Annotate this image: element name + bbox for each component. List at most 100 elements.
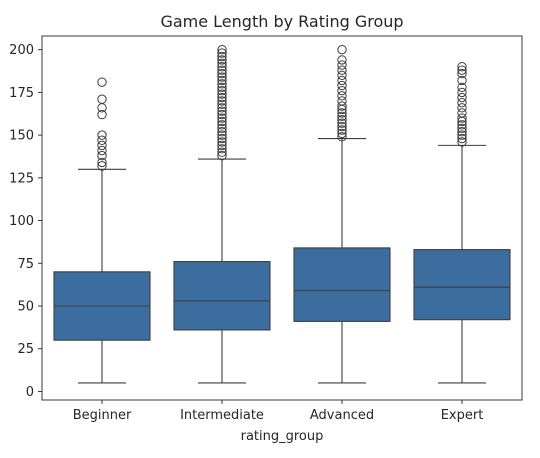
outlier-point	[457, 87, 467, 98]
plot-frame	[41, 35, 523, 401]
outlier-point	[217, 147, 227, 157]
outlier-point	[337, 101, 347, 111]
outlier-point	[337, 85, 347, 96]
outlier-point	[217, 123, 227, 133]
outlier-point	[217, 133, 227, 144]
outlier-point	[217, 150, 227, 161]
y-tick-label: 100	[9, 214, 34, 229]
outlier-point	[217, 48, 227, 58]
y-tick-label: 150	[9, 129, 34, 144]
outlier-point	[217, 62, 227, 72]
outlier-point	[217, 126, 227, 137]
outlier-point	[457, 103, 467, 113]
chart-title: Game Length by Rating Group	[160, 12, 403, 31]
box-iqr	[413, 249, 511, 321]
outlier-point	[217, 120, 227, 130]
x-tick-label-beginner: Beginner	[73, 408, 132, 423]
outlier-point	[337, 111, 347, 122]
outlier-point	[457, 130, 467, 140]
outlier-point	[337, 70, 347, 81]
outlier-point	[457, 65, 467, 75]
plot-area	[53, 44, 511, 384]
box-group-advanced	[293, 44, 391, 384]
outlier-point	[337, 44, 347, 55]
outlier-point	[97, 94, 107, 104]
outlier-point	[217, 58, 227, 69]
outlier-point	[97, 150, 107, 161]
outlier-point	[457, 113, 467, 123]
outlier-point	[217, 68, 227, 79]
outlier-point	[217, 113, 227, 123]
outlier-point	[337, 128, 347, 139]
outlier-point	[217, 72, 227, 82]
outlier-point	[457, 97, 467, 108]
box-iqr	[293, 247, 391, 322]
outlier-point	[217, 44, 227, 55]
outlier-point	[217, 55, 227, 65]
outlier-point	[457, 137, 467, 147]
outlier-point	[457, 62, 467, 72]
x-tick-label-expert: Expert	[441, 408, 484, 423]
outlier-point	[217, 137, 227, 147]
box-group-beginner	[53, 77, 151, 384]
outlier-point	[337, 108, 347, 118]
y-tick-label: 175	[9, 86, 34, 101]
outlier-point	[217, 99, 227, 110]
outlier-point	[217, 130, 227, 140]
outlier-point	[217, 75, 227, 86]
outlier-point	[337, 80, 347, 91]
outlier-point	[217, 96, 227, 106]
outlier-point	[337, 115, 347, 125]
outlier-point	[217, 92, 227, 103]
outlier-point	[337, 55, 347, 65]
outlier-point	[217, 116, 227, 127]
outlier-point	[337, 75, 347, 86]
outlier-point	[217, 85, 227, 96]
y-tick-label: 125	[9, 171, 34, 186]
outlier-point	[97, 77, 107, 87]
outlier-point	[217, 65, 227, 75]
outlier-point	[337, 132, 347, 142]
box-group-intermediate	[173, 44, 271, 384]
outlier-point	[457, 68, 467, 79]
y-tick-label: 50	[17, 300, 34, 315]
x-tick-label-intermediate: Intermediate	[180, 408, 264, 423]
outlier-point	[217, 106, 227, 116]
outlier-point	[217, 103, 227, 113]
x-tick-label-advanced: Advanced	[310, 408, 374, 423]
outlier-point	[97, 161, 107, 171]
box-group-expert	[413, 62, 511, 384]
y-tick-label: 75	[17, 257, 34, 272]
outlier-point	[457, 75, 467, 86]
outlier-point	[457, 82, 467, 92]
outlier-point	[457, 123, 467, 133]
outlier-point	[217, 89, 227, 99]
outlier-point	[97, 145, 107, 156]
outlier-point	[337, 118, 347, 128]
outlier-point	[97, 135, 107, 145]
outlier-point	[217, 82, 227, 92]
y-tick-label: 0	[26, 385, 34, 400]
outlier-point	[457, 133, 467, 144]
outlier-point	[337, 96, 347, 106]
outlier-point	[97, 140, 107, 151]
box-iqr	[173, 261, 271, 331]
outlier-point	[337, 125, 347, 135]
outlier-point	[97, 157, 107, 168]
outlier-point	[217, 109, 227, 120]
outlier-point	[217, 144, 227, 154]
outlier-point	[97, 109, 107, 120]
outlier-point	[457, 126, 467, 137]
outlier-point	[457, 92, 467, 103]
x-axis-label: rating_group	[241, 429, 324, 444]
y-tick-label: 25	[17, 342, 34, 357]
outlier-point	[97, 130, 107, 140]
outlier-point	[217, 79, 227, 89]
outlier-point	[337, 60, 347, 70]
outlier-point	[217, 140, 227, 151]
outlier-point	[457, 120, 467, 130]
outlier-point	[337, 91, 347, 101]
outlier-point	[457, 108, 467, 118]
